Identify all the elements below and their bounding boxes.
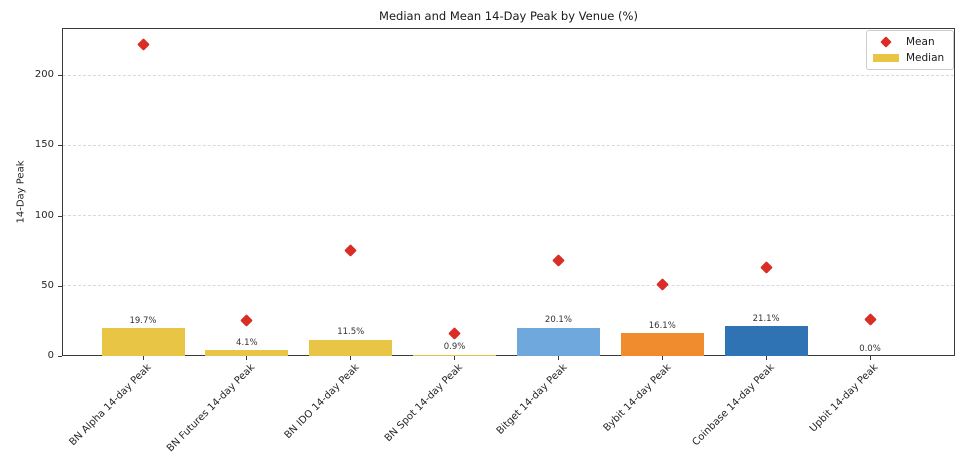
x-tick-label: Coinbase 14-day Peak	[690, 362, 777, 449]
x-tick-label: BN IDO 14-day Peak	[282, 362, 362, 442]
x-tick-label: BN Alpha 14-day Peak	[67, 362, 154, 449]
median-bar	[724, 326, 808, 356]
median-bar	[413, 354, 497, 356]
legend-label-mean: Mean	[906, 36, 935, 49]
x-tick-mark	[142, 356, 144, 360]
y-tick-label: 100	[34, 209, 54, 221]
bar-value-label: 20.1%	[544, 315, 572, 326]
median-bar	[205, 350, 289, 356]
x-tick-mark	[350, 356, 352, 360]
y-tick-label: 50	[41, 279, 54, 291]
x-tick-mark	[869, 356, 871, 360]
y-tick-mark	[58, 285, 62, 287]
bar-value-label: 16.1%	[648, 320, 676, 331]
legend-marker-box	[872, 36, 900, 48]
legend-marker-box	[872, 53, 900, 62]
mean-diamond-icon	[880, 36, 892, 48]
plot-area	[62, 28, 955, 356]
median-bar	[516, 327, 600, 356]
gridline	[63, 74, 954, 76]
x-tick-label: BN Futures 14-day Peak	[165, 362, 258, 455]
median-swatch-icon	[873, 53, 899, 62]
x-tick-label: Upbit 14-day Peak	[808, 362, 881, 435]
gridline	[63, 144, 954, 146]
bar-value-label: 19.7%	[129, 315, 157, 326]
legend-label-median: Median	[906, 51, 945, 64]
x-tick-mark	[765, 356, 767, 360]
y-tick-mark	[58, 215, 62, 217]
y-tick-label: 0	[47, 350, 54, 361]
median-bar	[101, 328, 185, 356]
y-tick-label: 150	[34, 139, 54, 151]
y-tick-label: 200	[34, 69, 54, 81]
chart-title: Median and Mean 14-Day Peak by Venue (%)	[379, 9, 638, 23]
bar-value-label: 0.0%	[859, 343, 881, 354]
bar-value-label: 0.9%	[443, 342, 466, 353]
x-tick-mark	[246, 356, 248, 360]
x-tick-mark	[661, 356, 663, 360]
y-tick-mark	[58, 145, 62, 147]
x-tick-label: Bitget 14-day Peak	[494, 362, 570, 437]
legend: Mean Median	[866, 30, 954, 70]
bar-value-label: 21.1%	[752, 313, 780, 324]
gridline	[63, 215, 954, 217]
x-tick-label: BN Spot 14-day Peak	[383, 362, 466, 445]
median-bar	[620, 333, 704, 356]
bar-value-label: 4.1%	[236, 337, 258, 348]
legend-entry-mean: Mean	[872, 36, 948, 48]
bar-value-label: 11.5%	[337, 327, 365, 338]
x-tick-mark	[557, 356, 559, 360]
x-tick-label: Bybit 14-day Peak	[601, 362, 674, 434]
x-tick-mark	[454, 356, 456, 360]
median-bar	[309, 339, 393, 356]
y-tick-mark	[58, 356, 62, 357]
legend-entry-median: Median	[872, 52, 948, 64]
gridline	[63, 285, 954, 287]
y-tick-mark	[58, 75, 62, 77]
